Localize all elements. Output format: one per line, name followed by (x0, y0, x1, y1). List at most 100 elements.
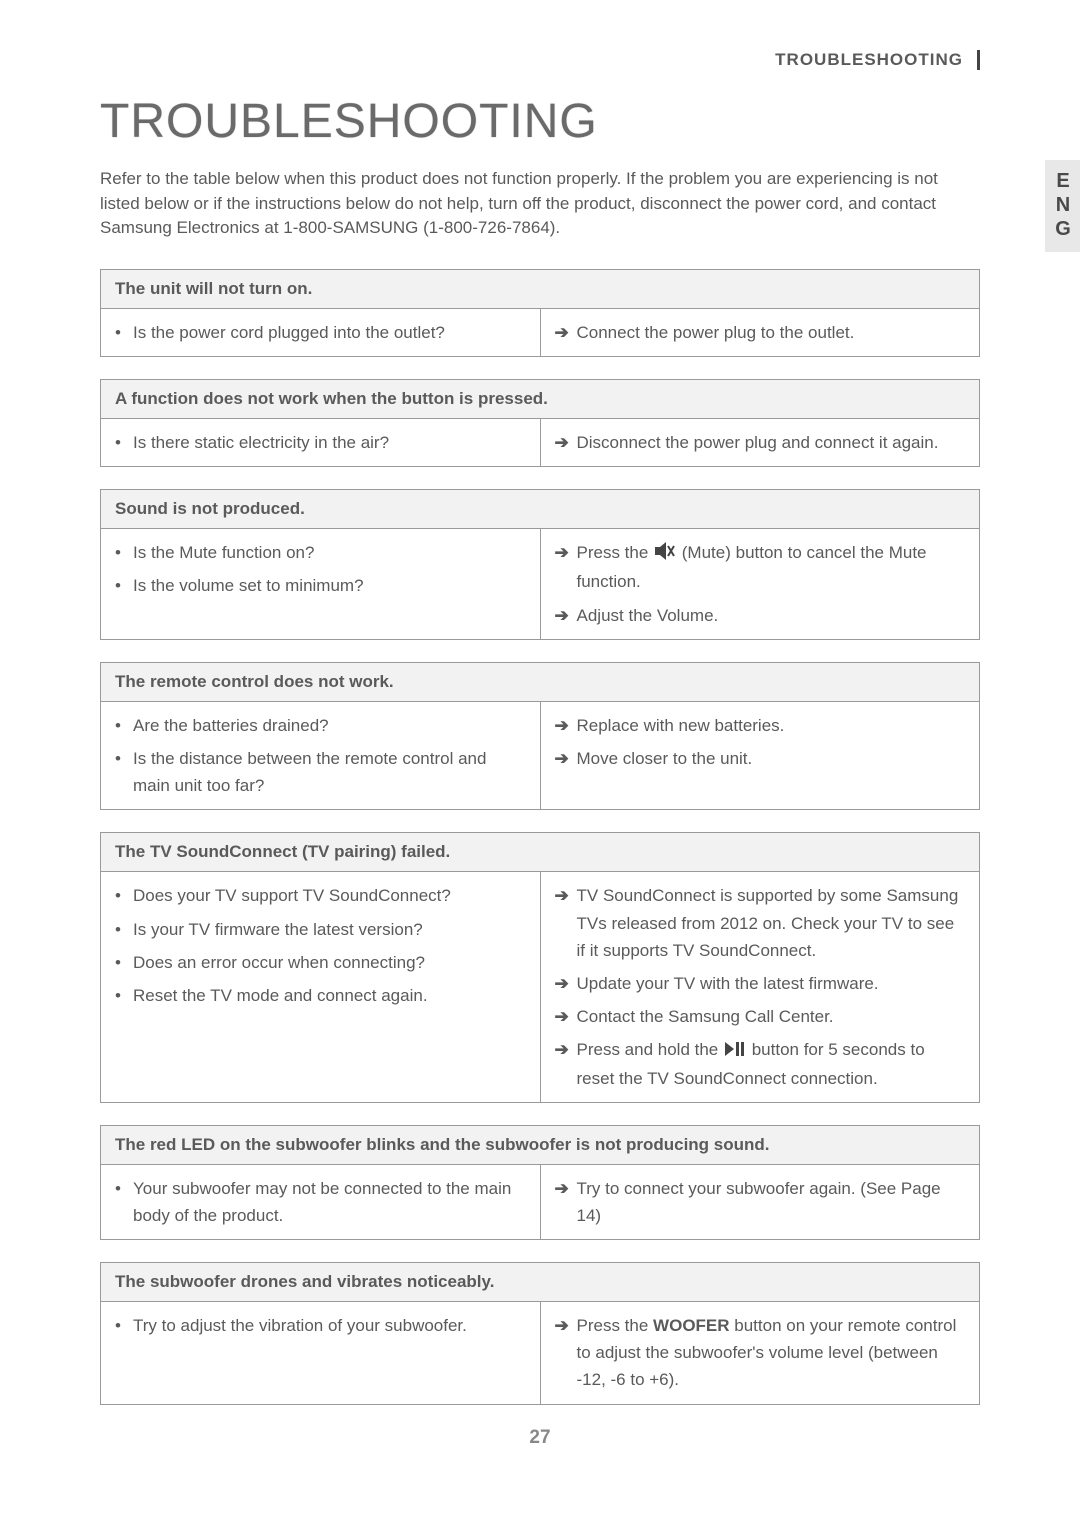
bullet-icon: • (115, 429, 133, 456)
page-title: TROUBLESHOOTING (100, 94, 980, 149)
arrow-icon: ➔ (555, 602, 577, 629)
question-item: •Is there static electricity in the air? (115, 429, 526, 456)
answer-cell: ➔TV SoundConnect is supported by some Sa… (540, 872, 980, 1102)
answer-item: ➔TV SoundConnect is supported by some Sa… (555, 882, 966, 964)
bullet-icon: • (115, 916, 133, 943)
answer-item: ➔Press the WOOFER button on your remote … (555, 1312, 966, 1394)
question-text: Is the power cord plugged into the outle… (133, 319, 445, 346)
arrow-icon: ➔ (555, 539, 577, 595)
troubleshooting-table: The remote control does not work.•Are th… (100, 662, 980, 811)
question-item: •Is the Mute function on? (115, 539, 526, 566)
troubleshooting-table: The red LED on the subwoofer blinks and … (100, 1125, 980, 1240)
answer-cell: ➔Disconnect the power plug and connect i… (540, 419, 980, 467)
question-item: •Is the power cord plugged into the outl… (115, 319, 526, 346)
answer-cell: ➔Press the (Mute) button to cancel the M… (540, 529, 980, 640)
arrow-icon: ➔ (555, 1312, 577, 1394)
question-item: •Are the batteries drained? (115, 712, 526, 739)
question-text: Are the batteries drained? (133, 712, 329, 739)
arrow-icon: ➔ (555, 429, 577, 456)
troubleshooting-table: The subwoofer drones and vibrates notice… (100, 1262, 980, 1405)
answer-item: ➔Update your TV with the latest firmware… (555, 970, 966, 997)
bullet-icon: • (115, 712, 133, 739)
arrow-icon: ➔ (555, 319, 577, 346)
answer-cell: ➔Press the WOOFER button on your remote … (540, 1302, 980, 1405)
bullet-icon: • (115, 882, 133, 909)
answer-text: Update your TV with the latest firmware. (577, 970, 966, 997)
issue-heading: The remote control does not work. (101, 662, 980, 701)
answer-item: ➔Connect the power plug to the outlet. (555, 319, 966, 346)
question-item: •Does an error occur when connecting? (115, 949, 526, 976)
answer-text: Contact the Samsung Call Center. (577, 1003, 966, 1030)
question-text: Does an error occur when connecting? (133, 949, 425, 976)
answer-item: ➔Move closer to the unit. (555, 745, 966, 772)
arrow-icon: ➔ (555, 712, 577, 739)
troubleshooting-table: Sound is not produced.•Is the Mute funct… (100, 489, 980, 640)
question-cell: •Your subwoofer may not be connected to … (101, 1164, 541, 1239)
issue-heading: The unit will not turn on. (101, 269, 980, 308)
answer-text: Connect the power plug to the outlet. (577, 319, 966, 346)
answer-text: Replace with new batteries. (577, 712, 966, 739)
troubleshooting-table: The unit will not turn on. •Is the power … (100, 269, 980, 357)
bullet-icon: • (115, 1175, 133, 1229)
issue-heading: The TV SoundConnect (TV pairing) failed. (101, 833, 980, 872)
question-text: Is the volume set to minimum? (133, 572, 364, 599)
issue-heading: Sound is not produced. (101, 490, 980, 529)
answer-cell: ➔Replace with new batteries.➔Move closer… (540, 701, 980, 810)
mute-icon (655, 541, 675, 568)
question-item: •Reset the TV mode and connect again. (115, 982, 526, 1009)
question-item: •Does your TV support TV SoundConnect? (115, 882, 526, 909)
bullet-icon: • (115, 745, 133, 799)
bullet-icon: • (115, 1312, 133, 1339)
answer-text: Press the (Mute) button to cancel the Mu… (577, 539, 966, 595)
question-text: Is the distance between the remote contr… (133, 745, 526, 799)
bullet-icon: • (115, 949, 133, 976)
question-text: Try to adjust the vibration of your subw… (133, 1312, 467, 1339)
answer-item: ➔Adjust the Volume. (555, 602, 966, 629)
answer-text: Adjust the Volume. (577, 602, 966, 629)
answer-text: Move closer to the unit. (577, 745, 966, 772)
question-item: •Your subwoofer may not be connected to … (115, 1175, 526, 1229)
arrow-icon: ➔ (555, 882, 577, 964)
troubleshooting-table: The TV SoundConnect (TV pairing) failed.… (100, 832, 980, 1102)
language-tab: ENG (1045, 160, 1080, 252)
question-text: Is your TV firmware the latest version? (133, 916, 423, 943)
answer-text: Press the WOOFER button on your remote c… (577, 1312, 966, 1394)
issue-heading: The subwoofer drones and vibrates notice… (101, 1263, 980, 1302)
question-item: •Is the volume set to minimum? (115, 572, 526, 599)
section-header: TROUBLESHOOTING (100, 50, 980, 70)
arrow-icon: ➔ (555, 1003, 577, 1030)
page: ENG TROUBLESHOOTING TROUBLESHOOTING Refe… (0, 0, 1080, 1489)
question-cell: •Are the batteries drained?•Is the dista… (101, 701, 541, 810)
question-item: •Is your TV firmware the latest version? (115, 916, 526, 943)
arrow-icon: ➔ (555, 1175, 577, 1229)
question-text: Does your TV support TV SoundConnect? (133, 882, 451, 909)
answer-text: Disconnect the power plug and connect it… (577, 429, 966, 456)
bullet-icon: • (115, 572, 133, 599)
play-pause-icon (725, 1037, 745, 1064)
bullet-icon: • (115, 319, 133, 346)
issue-heading: The red LED on the subwoofer blinks and … (101, 1125, 980, 1164)
question-cell: •Is the Mute function on?•Is the volume … (101, 529, 541, 640)
issue-heading: A function does not work when the button… (101, 380, 980, 419)
troubleshooting-sections: The unit will not turn on.•Is the power … (100, 269, 980, 1405)
question-cell: •Is there static electricity in the air? (101, 419, 541, 467)
answer-text: TV SoundConnect is supported by some Sam… (577, 882, 966, 964)
question-text: Your subwoofer may not be connected to t… (133, 1175, 526, 1229)
question-cell: •Is the power cord plugged into the outl… (101, 308, 541, 356)
intro-text: Refer to the table below when this produ… (100, 167, 980, 241)
answer-cell: ➔Try to connect your subwoofer again. (S… (540, 1164, 980, 1239)
strong-label: WOOFER (653, 1316, 730, 1335)
question-text: Reset the TV mode and connect again. (133, 982, 428, 1009)
page-number: 27 (100, 1427, 980, 1449)
answer-cell: ➔Connect the power plug to the outlet. (540, 308, 980, 356)
answer-text: Try to connect your subwoofer again. (Se… (577, 1175, 966, 1229)
answer-item: ➔Disconnect the power plug and connect i… (555, 429, 966, 456)
question-text: Is the Mute function on? (133, 539, 314, 566)
bullet-icon: • (115, 539, 133, 566)
question-cell: •Try to adjust the vibration of your sub… (101, 1302, 541, 1405)
answer-item: ➔Replace with new batteries. (555, 712, 966, 739)
question-item: •Try to adjust the vibration of your sub… (115, 1312, 526, 1339)
question-item: •Is the distance between the remote cont… (115, 745, 526, 799)
answer-item: ➔Press the (Mute) button to cancel the M… (555, 539, 966, 595)
question-cell: •Does your TV support TV SoundConnect?•I… (101, 872, 541, 1102)
